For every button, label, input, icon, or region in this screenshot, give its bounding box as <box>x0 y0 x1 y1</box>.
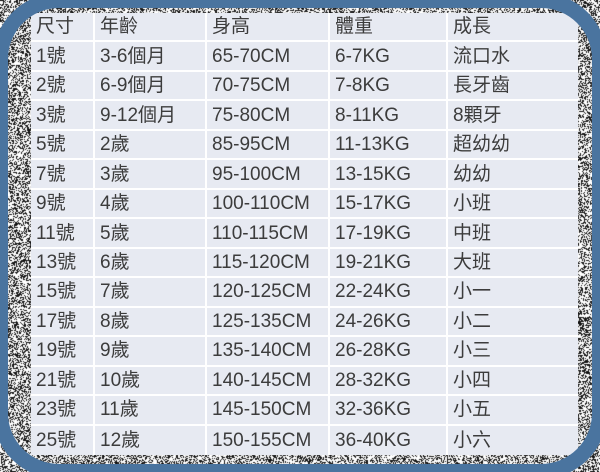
table-cell: 95-100CM <box>207 160 330 189</box>
table-cell: 中班 <box>448 219 578 248</box>
table-cell: 21號 <box>31 367 95 396</box>
table-row: 2號 6-9個月 70-75CM 7-8KG 長牙齒 <box>31 72 578 101</box>
table-body: 1號 3-6個月 65-70CM 6-7KG 流口水 2號 6-9個月 70-75CM 7-8K… <box>31 42 578 455</box>
column-header-growth: 成長 <box>448 13 578 42</box>
table-cell: 23號 <box>31 396 95 425</box>
table-cell: 135-140CM <box>207 337 330 366</box>
table-cell: 13-15KG <box>330 160 448 189</box>
table-row: 9號 4歲 100-110CM 15-17KG 小班 <box>31 190 578 219</box>
table-cell: 流口水 <box>448 42 578 71</box>
table-cell: 11歲 <box>95 396 207 425</box>
table-cell: 22-24KG <box>330 278 448 307</box>
table-cell: 100-110CM <box>207 190 330 219</box>
table-row: 3號 9-12個月 75-80CM 8-11KG 8顆牙 <box>31 101 578 130</box>
table-cell: 7號 <box>31 160 95 189</box>
table-cell: 9號 <box>31 190 95 219</box>
table-cell: 25號 <box>31 426 95 455</box>
table-cell: 19-21KG <box>330 249 448 278</box>
size-table: 尺寸 年齡 身高 體重 成長 1號 3-6個月 65-70CM 6-7KG 流口水 2號 6… <box>31 13 578 455</box>
table-cell: 17號 <box>31 308 95 337</box>
table-row: 7號 3歲 95-100CM 13-15KG 幼幼 <box>31 160 578 189</box>
table-row: 11號 5歲 110-115CM 17-19KG 中班 <box>31 219 578 248</box>
table-cell: 5號 <box>31 131 95 160</box>
table-cell: 110-115CM <box>207 219 330 248</box>
table-cell: 5歲 <box>95 219 207 248</box>
table-row: 19號 9歲 135-140CM 26-28KG 小三 <box>31 337 578 366</box>
table-cell: 24-26KG <box>330 308 448 337</box>
table-cell: 8顆牙 <box>448 101 578 130</box>
table-row: 17號 8歲 125-135CM 24-26KG 小二 <box>31 308 578 337</box>
table-cell: 8-11KG <box>330 101 448 130</box>
column-header-size: 尺寸 <box>31 13 95 42</box>
table-cell: 13號 <box>31 249 95 278</box>
table-cell: 超幼幼 <box>448 131 578 160</box>
table-cell: 28-32KG <box>330 367 448 396</box>
table-cell: 3號 <box>31 101 95 130</box>
table-cell: 120-125CM <box>207 278 330 307</box>
size-chart-image: 尺寸 年齡 身高 體重 成長 1號 3-6個月 65-70CM 6-7KG 流口水 2號 6… <box>0 0 600 472</box>
table-cell: 9-12個月 <box>95 101 207 130</box>
table-cell: 4歲 <box>95 190 207 219</box>
table-row: 13號 6歲 115-120CM 19-21KG 大班 <box>31 249 578 278</box>
table-cell: 140-145CM <box>207 367 330 396</box>
table-cell: 3歲 <box>95 160 207 189</box>
table-cell: 小六 <box>448 426 578 455</box>
table-cell: 小二 <box>448 308 578 337</box>
table-cell: 9歲 <box>95 337 207 366</box>
table-cell: 6歲 <box>95 249 207 278</box>
table-cell: 小三 <box>448 337 578 366</box>
table-cell: 19號 <box>31 337 95 366</box>
table-cell: 7歲 <box>95 278 207 307</box>
column-header-weight: 體重 <box>330 13 448 42</box>
table-cell: 145-150CM <box>207 396 330 425</box>
table-cell: 1號 <box>31 42 95 71</box>
table-cell: 85-95CM <box>207 131 330 160</box>
table-cell: 6-9個月 <box>95 72 207 101</box>
table-cell: 70-75CM <box>207 72 330 101</box>
table-row: 5號 2歲 85-95CM 11-13KG 超幼幼 <box>31 131 578 160</box>
table-cell: 10歲 <box>95 367 207 396</box>
table-cell: 6-7KG <box>330 42 448 71</box>
table-cell: 17-19KG <box>330 219 448 248</box>
table-cell: 大班 <box>448 249 578 278</box>
table-cell: 15號 <box>31 278 95 307</box>
table-cell: 32-36KG <box>330 396 448 425</box>
table-row: 23號 11歲 145-150CM 32-36KG 小五 <box>31 396 578 425</box>
table-cell: 12歲 <box>95 426 207 455</box>
table-cell: 65-70CM <box>207 42 330 71</box>
table-row: 1號 3-6個月 65-70CM 6-7KG 流口水 <box>31 42 578 71</box>
header-row: 尺寸 年齡 身高 體重 成長 <box>31 13 578 42</box>
table-cell: 15-17KG <box>330 190 448 219</box>
table-cell: 小五 <box>448 396 578 425</box>
table-cell: 11-13KG <box>330 131 448 160</box>
table-cell: 125-135CM <box>207 308 330 337</box>
column-header-height: 身高 <box>207 13 330 42</box>
table-cell: 7-8KG <box>330 72 448 101</box>
column-header-age: 年齡 <box>95 13 207 42</box>
table-cell: 小一 <box>448 278 578 307</box>
table-cell: 2號 <box>31 72 95 101</box>
table-cell: 幼幼 <box>448 160 578 189</box>
table-cell: 3-6個月 <box>95 42 207 71</box>
table-cell: 8歲 <box>95 308 207 337</box>
table-cell: 75-80CM <box>207 101 330 130</box>
table-row: 21號 10歲 140-145CM 28-32KG 小四 <box>31 367 578 396</box>
table-cell: 2歲 <box>95 131 207 160</box>
table-cell: 長牙齒 <box>448 72 578 101</box>
table-row: 15號 7歲 120-125CM 22-24KG 小一 <box>31 278 578 307</box>
table-cell: 150-155CM <box>207 426 330 455</box>
table-row: 25號 12歲 150-155CM 36-40KG 小六 <box>31 426 578 455</box>
table-cell: 小四 <box>448 367 578 396</box>
table-cell: 小班 <box>448 190 578 219</box>
table-cell: 26-28KG <box>330 337 448 366</box>
table-cell: 115-120CM <box>207 249 330 278</box>
table-cell: 11號 <box>31 219 95 248</box>
table-cell: 36-40KG <box>330 426 448 455</box>
